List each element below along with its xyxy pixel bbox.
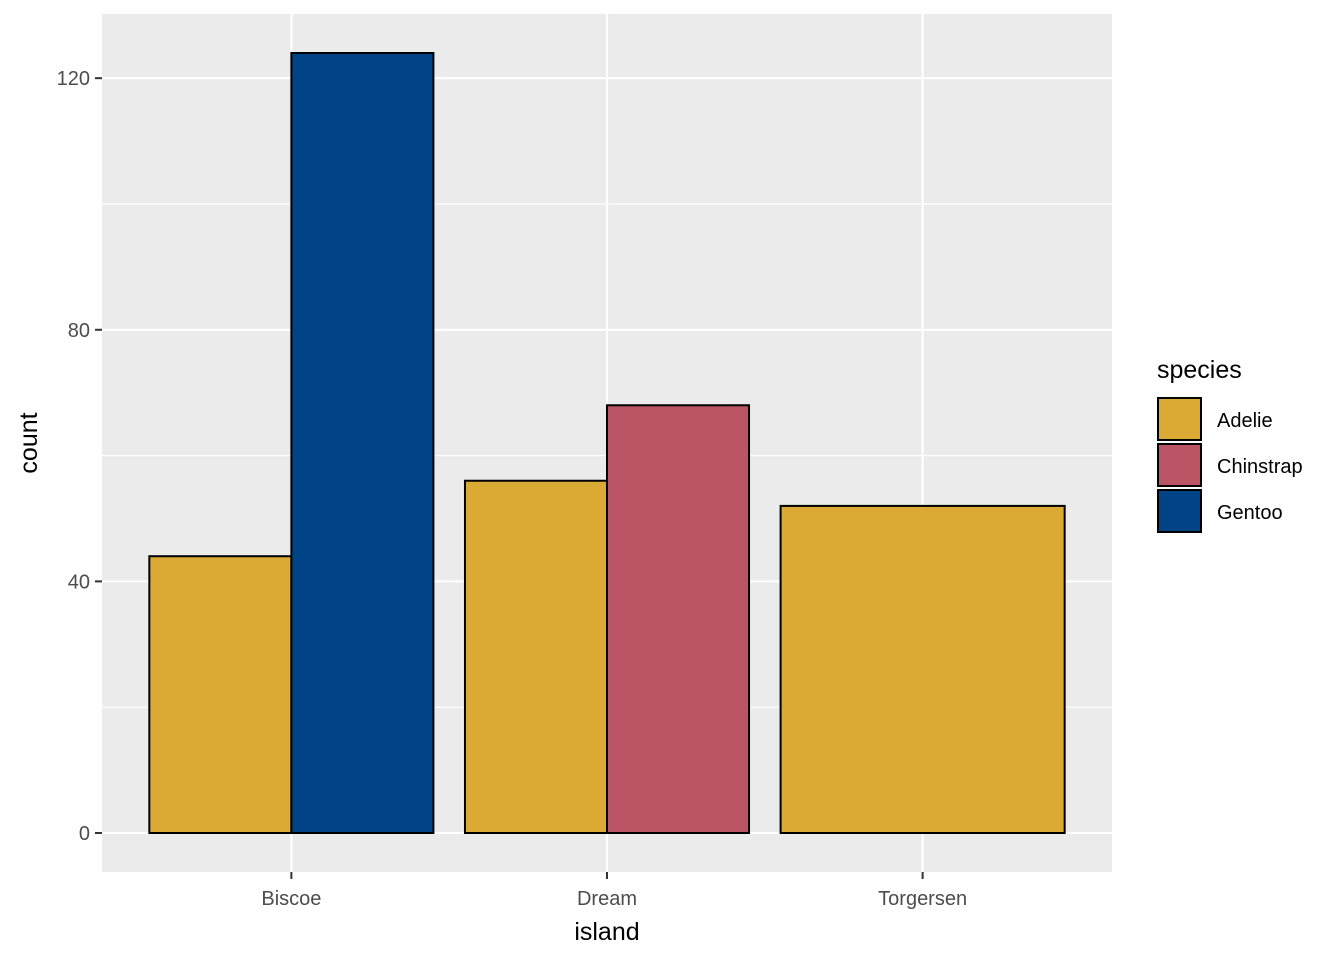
y-tick-label: 120 [57,68,90,90]
y-tick-label: 40 [68,571,90,593]
x-axis-title: island [574,918,639,946]
bars [148,52,1066,835]
legend-label-chinstrap: Chinstrap [1217,456,1303,478]
legend-title: species [1157,356,1242,384]
y-tick-label: 80 [68,320,90,342]
legend-key-adelie [1157,397,1202,441]
bar-torgersen-adelie [779,504,1066,834]
x-tick-label-biscoe: Biscoe [261,888,321,910]
bar-dream-chinstrap [606,404,751,834]
bar-biscoe-gentoo [290,52,435,834]
legend-label-gentoo: Gentoo [1217,502,1283,524]
legend-label-adelie: Adelie [1217,410,1273,432]
x-tick-label-dream: Dream [577,888,637,910]
x-axis: Biscoe Dream Torgersen [261,872,967,910]
y-axis: 0 40 80 120 [57,68,102,845]
legend-items: Adelie Chinstrap Gentoo [1157,397,1303,533]
legend: species Adelie Chinstrap Gentoo [1157,356,1303,533]
y-axis-title: count [15,412,43,473]
bar-dream-adelie [463,479,608,834]
legend-key-chinstrap [1157,443,1202,487]
legend-key-gentoo [1157,489,1202,533]
bar-biscoe-adelie [148,555,293,835]
x-tick-label-torgersen: Torgersen [878,888,967,910]
y-tick-label: 0 [79,823,90,845]
